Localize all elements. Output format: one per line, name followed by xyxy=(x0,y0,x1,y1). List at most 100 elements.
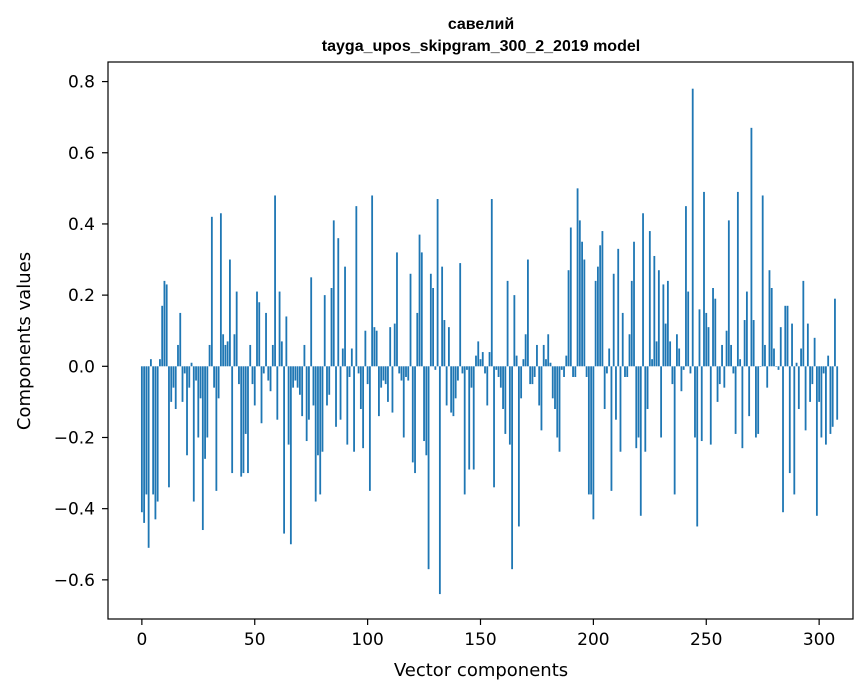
bar xyxy=(547,334,550,367)
bar xyxy=(393,323,396,367)
bar xyxy=(727,220,730,367)
bar xyxy=(572,366,574,377)
bar xyxy=(687,291,690,367)
bar xyxy=(788,366,791,474)
bar xyxy=(680,366,683,392)
bar xyxy=(581,241,583,367)
bar xyxy=(779,327,782,367)
bar xyxy=(558,366,561,452)
y-tick-label: 0.4 xyxy=(68,215,95,235)
bar xyxy=(152,366,155,495)
bar xyxy=(748,366,751,417)
bar xyxy=(533,366,536,377)
bar xyxy=(441,266,444,367)
bar xyxy=(195,366,197,381)
bar xyxy=(190,362,193,367)
bar xyxy=(834,298,836,367)
bar xyxy=(321,366,324,452)
bar xyxy=(375,330,378,367)
bar xyxy=(689,366,692,374)
plot-frame xyxy=(107,61,854,620)
bar xyxy=(256,291,258,367)
bar xyxy=(244,366,247,434)
bar xyxy=(359,366,362,410)
bar xyxy=(716,366,719,402)
bar xyxy=(802,280,805,367)
bar xyxy=(398,366,401,374)
bar xyxy=(337,238,340,367)
bar xyxy=(574,366,577,377)
bar xyxy=(617,248,620,367)
bar xyxy=(563,366,565,377)
bar xyxy=(235,291,238,367)
bar xyxy=(348,366,351,377)
bar xyxy=(522,359,525,367)
bar xyxy=(314,366,317,502)
bar xyxy=(660,366,663,438)
x-tick-label: 50 xyxy=(244,630,266,650)
bar xyxy=(590,366,593,495)
bar xyxy=(344,266,346,367)
bar xyxy=(226,341,229,367)
bar xyxy=(265,312,267,367)
bar xyxy=(567,270,570,367)
bar xyxy=(666,280,669,367)
bar xyxy=(287,366,290,445)
bar xyxy=(621,312,624,367)
bar xyxy=(766,366,769,388)
bar xyxy=(554,366,556,410)
bar xyxy=(603,366,606,410)
bar xyxy=(330,288,333,367)
y-axis-label: Components values xyxy=(14,252,35,430)
bar xyxy=(389,327,392,367)
bar xyxy=(633,241,635,367)
bar xyxy=(219,213,222,367)
x-tick-label: 300 xyxy=(803,630,835,650)
bar xyxy=(407,366,410,381)
bar xyxy=(174,366,177,410)
bar xyxy=(757,366,760,434)
bar xyxy=(624,366,626,377)
bar xyxy=(646,366,649,410)
bar xyxy=(822,366,825,374)
bar xyxy=(247,366,249,474)
bar xyxy=(682,366,685,370)
bar xyxy=(217,366,220,399)
bar xyxy=(694,366,696,438)
bar xyxy=(149,359,152,367)
bar xyxy=(179,312,182,367)
bar xyxy=(606,366,608,374)
bar xyxy=(739,359,742,367)
bar xyxy=(536,344,538,367)
chart-subtitle: tayga_upos_skipgram_300_2_2019 model xyxy=(322,38,640,55)
bar xyxy=(197,366,200,438)
bar xyxy=(317,366,319,456)
bar xyxy=(502,366,504,410)
bar xyxy=(258,302,261,367)
bar xyxy=(400,366,403,381)
bar xyxy=(820,366,823,438)
bar xyxy=(698,309,701,367)
x-tick-label: 250 xyxy=(690,630,722,650)
bar xyxy=(732,366,735,374)
bar xyxy=(490,199,493,367)
bar xyxy=(734,366,737,434)
bar xyxy=(432,288,434,367)
bar xyxy=(319,366,322,495)
bar xyxy=(192,366,195,502)
y-tick-label: 0.6 xyxy=(68,144,95,164)
bar xyxy=(457,366,459,381)
bar xyxy=(308,366,310,420)
bar xyxy=(538,366,541,406)
bar xyxy=(143,366,146,523)
bar xyxy=(470,366,473,388)
bar xyxy=(409,273,412,367)
x-axis-label: Vector components xyxy=(394,660,568,681)
bar xyxy=(382,366,385,381)
bar xyxy=(204,366,206,459)
bar xyxy=(177,344,179,367)
bar xyxy=(353,366,355,452)
bar xyxy=(515,355,518,367)
bar xyxy=(608,348,611,367)
bar xyxy=(418,234,421,367)
